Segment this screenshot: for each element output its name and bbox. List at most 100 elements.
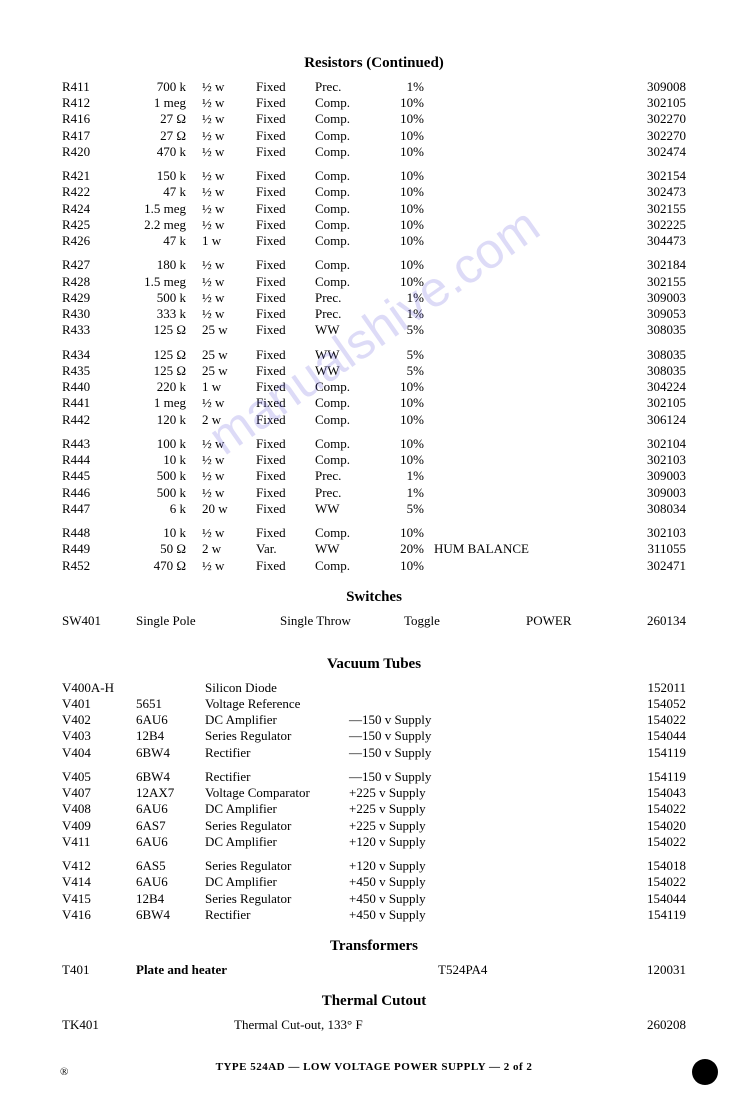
cell-ref: R434 xyxy=(60,347,124,363)
cell-part: 260134 xyxy=(629,613,688,629)
cell-supply: +120 v Supply xyxy=(347,834,471,850)
cell-model: T524PA4 xyxy=(398,962,629,978)
cell-tolerance: 10% xyxy=(372,128,426,144)
cell-supply: —150 v Supply xyxy=(347,745,471,761)
cell-part: 309008 xyxy=(629,79,688,95)
cell-part: 302474 xyxy=(629,144,688,160)
cell-part: 302103 xyxy=(629,525,688,541)
cell-part: 154119 xyxy=(629,907,688,923)
cell-supply: +450 v Supply xyxy=(347,907,471,923)
cell-value: 470 Ω xyxy=(124,558,200,574)
cell-tolerance: 10% xyxy=(372,144,426,160)
table-row: V400A-HSilicon Diode152011 xyxy=(60,680,688,696)
table-row: V4056BW4Rectifier—150 v Supply154119 xyxy=(60,769,688,785)
cell-wattage: 20 w xyxy=(200,501,254,517)
cell-description: Voltage Reference xyxy=(203,696,347,712)
cell-ref: R447 xyxy=(60,501,124,517)
table-row: V4046BW4Rectifier—150 v Supply154119 xyxy=(60,745,688,761)
cell-ref: R420 xyxy=(60,144,124,160)
table-row: R4476 k20 wFixedWW5%308034 xyxy=(60,501,688,517)
cell-fixed: Fixed xyxy=(254,168,313,184)
cell-fixed: Fixed xyxy=(254,558,313,574)
cell-ref: R429 xyxy=(60,290,124,306)
cell-note xyxy=(426,395,629,411)
cell-description: Thermal Cut-out, 133° F xyxy=(134,1017,629,1033)
cell-part: 304224 xyxy=(629,379,688,395)
cell-type: Comp. xyxy=(313,436,372,452)
cell-wattage: ½ w xyxy=(200,525,254,541)
cell-note xyxy=(426,363,629,379)
cell-part: 154022 xyxy=(629,874,688,890)
cell-type: Comp. xyxy=(313,111,372,127)
cell-supply: —150 v Supply xyxy=(347,712,471,728)
cell-part: 302154 xyxy=(629,168,688,184)
cell-type: Comp. xyxy=(313,558,372,574)
switches-table: SW401Single PoleSingle ThrowTogglePOWER2… xyxy=(60,613,688,629)
resistors-table: R411700 k½ wFixedPrec.1%309008R4121 meg½… xyxy=(60,79,688,574)
cell-wattage: 25 w xyxy=(200,347,254,363)
table-row: R445500 k½ wFixedPrec.1%309003 xyxy=(60,468,688,484)
cell-value: 220 k xyxy=(124,379,200,395)
table-row: V4026AU6DC Amplifier—150 v Supply154022 xyxy=(60,712,688,728)
cell-part: 154022 xyxy=(629,712,688,728)
cell-style: Toggle xyxy=(402,613,506,629)
cell-tolerance: 1% xyxy=(372,468,426,484)
table-row: R411700 k½ wFixedPrec.1%309008 xyxy=(60,79,688,95)
cell-wattage: ½ w xyxy=(200,452,254,468)
table-row: V40312B4Series Regulator—150 v Supply154… xyxy=(60,728,688,744)
cell-part: 302155 xyxy=(629,274,688,290)
cell-ref: V407 xyxy=(60,785,134,801)
table-row: V4116AU6DC Amplifier+120 v Supply154022 xyxy=(60,834,688,850)
cell-part: 309053 xyxy=(629,306,688,322)
cell-tube-type: 12B4 xyxy=(134,891,203,907)
cell-note xyxy=(426,452,629,468)
table-row: R4121 meg½ wFixedComp.10%302105 xyxy=(60,95,688,111)
cell-tolerance: 5% xyxy=(372,501,426,517)
cell-description: Series Regulator xyxy=(203,891,347,907)
cell-part: 302105 xyxy=(629,95,688,111)
cell-description: Series Regulator xyxy=(203,818,347,834)
cell-description: Rectifier xyxy=(203,745,347,761)
cell-ref: R448 xyxy=(60,525,124,541)
cell-tube-type: 6AU6 xyxy=(134,874,203,890)
transformers-table: T401Plate and heaterT524PA4120031 xyxy=(60,962,688,978)
cell-wattage: ½ w xyxy=(200,306,254,322)
heading-resistors: Resistors (Continued) xyxy=(60,54,688,73)
cell-tolerance: 1% xyxy=(372,306,426,322)
cell-tube-type: 6AU6 xyxy=(134,712,203,728)
table-row: R44950 Ω2 wVar.WW20%HUM BALANCE311055 xyxy=(60,541,688,557)
cell-wattage: ½ w xyxy=(200,290,254,306)
heading-transformers: Transformers xyxy=(60,937,688,956)
tektronix-logo-icon xyxy=(692,1059,718,1085)
cell-note xyxy=(426,217,629,233)
cell-description: Series Regulator xyxy=(203,858,347,874)
cell-fixed: Fixed xyxy=(254,452,313,468)
cell-tolerance: 10% xyxy=(372,558,426,574)
cell-value: 27 Ω xyxy=(124,128,200,144)
cell-note xyxy=(426,501,629,517)
cell-part: 302155 xyxy=(629,201,688,217)
cell-tolerance: 1% xyxy=(372,79,426,95)
table-row: V4096AS7Series Regulator+225 v Supply154… xyxy=(60,818,688,834)
cell-ref: R425 xyxy=(60,217,124,233)
cell-ref: TK401 xyxy=(60,1017,134,1033)
cell-function: POWER xyxy=(506,613,629,629)
cell-type: Comp. xyxy=(313,128,372,144)
cell-supply xyxy=(347,696,471,712)
cell-tolerance: 10% xyxy=(372,257,426,273)
cell-part: 154044 xyxy=(629,728,688,744)
table-row: R4411 meg½ wFixedComp.10%302105 xyxy=(60,395,688,411)
cell-value: 50 Ω xyxy=(124,541,200,557)
cell-note xyxy=(426,144,629,160)
cell-ref: V415 xyxy=(60,891,134,907)
cell-part: 309003 xyxy=(629,485,688,501)
cell-supply: +225 v Supply xyxy=(347,818,471,834)
cell-note xyxy=(426,379,629,395)
cell-description: Series Regulator xyxy=(203,728,347,744)
cell-type: Comp. xyxy=(313,452,372,468)
cell-fixed: Fixed xyxy=(254,379,313,395)
cell-wattage: 2 w xyxy=(200,412,254,428)
cell-fixed: Fixed xyxy=(254,395,313,411)
table-row: R41727 Ω½ wFixedComp.10%302270 xyxy=(60,128,688,144)
table-row: TK401Thermal Cut-out, 133° F260208 xyxy=(60,1017,688,1033)
